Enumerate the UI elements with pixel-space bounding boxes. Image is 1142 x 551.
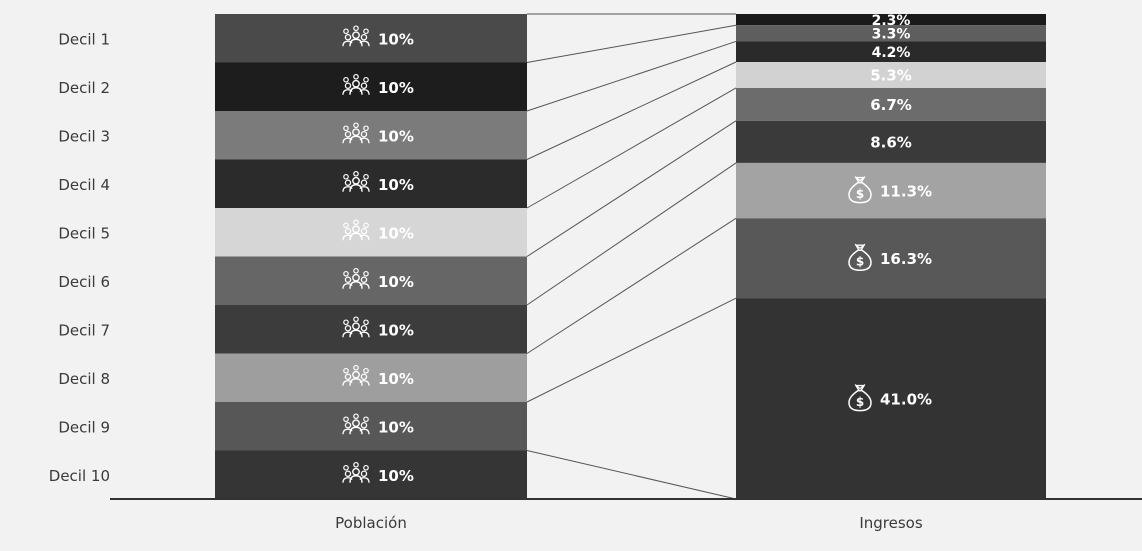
decile-label: Decil 1 <box>58 30 110 48</box>
data-label-ingresos: 5.3% <box>870 67 912 85</box>
decile-label: Decil 10 <box>49 467 110 485</box>
bar-segment-ingresos-1 <box>736 14 1046 26</box>
connector-line <box>526 120 737 257</box>
category-label-poblacion: Población <box>335 514 407 532</box>
data-label-poblacion: 10% <box>378 321 414 339</box>
data-label-poblacion: 10% <box>378 79 414 97</box>
data-label-ingresos: 2.3% <box>872 13 911 29</box>
data-label-poblacion: 10% <box>378 224 414 242</box>
decile-label: Decil 7 <box>58 321 110 339</box>
bar-segment-poblacion-4 <box>215 159 527 208</box>
data-label-poblacion: 10% <box>378 127 414 145</box>
bar-segment-poblacion-10 <box>215 450 527 499</box>
connector-line <box>526 24 737 63</box>
decile-label: Decil 4 <box>58 176 110 194</box>
connector-line <box>526 87 737 209</box>
connector-line <box>526 297 737 403</box>
connector-line <box>526 40 737 112</box>
data-label-poblacion: 10% <box>378 467 414 485</box>
bar-segment-ingresos-4 <box>736 62 1046 88</box>
data-label-ingresos: 41.0% <box>880 390 932 408</box>
decile-label: Decil 8 <box>58 370 110 388</box>
bar-segment-poblacion-2 <box>215 62 527 111</box>
bar-segment-ingresos-2 <box>736 25 1046 42</box>
bar-segment-poblacion-8 <box>215 353 527 402</box>
connector-line <box>526 217 737 354</box>
data-label-ingresos: 11.3% <box>880 182 932 200</box>
bar-segment-poblacion-9 <box>215 402 527 451</box>
decile-label: Decil 6 <box>58 273 110 291</box>
bar-segment-ingresos-9 <box>736 298 1046 499</box>
data-label-ingresos: 8.6% <box>870 134 912 152</box>
data-label-ingresos: 6.7% <box>870 96 912 114</box>
data-label-poblacion: 10% <box>378 176 414 194</box>
decile-label: Decil 2 <box>58 79 110 97</box>
bar-segment-ingresos-3 <box>736 41 1046 63</box>
decile-label: Decil 3 <box>58 127 110 145</box>
data-label-poblacion: 10% <box>378 418 414 436</box>
bar-segment-ingresos-6 <box>736 120 1046 163</box>
connector-line <box>526 450 737 500</box>
decile-label: Decil 5 <box>58 224 110 242</box>
bar-segment-ingresos-7 <box>736 162 1046 219</box>
decile-label: Decil 9 <box>58 418 110 436</box>
bar-segment-poblacion-5 <box>215 208 527 257</box>
category-label-ingresos: Ingresos <box>859 514 923 532</box>
data-label-ingresos: 4.2% <box>872 45 911 61</box>
data-label-ingresos: 16.3% <box>880 250 932 268</box>
connector-line <box>526 61 737 160</box>
connector-line <box>526 162 737 306</box>
bar-segment-poblacion-1 <box>215 14 527 63</box>
data-label-ingresos: 3.3% <box>872 27 911 43</box>
data-label-poblacion: 10% <box>378 30 414 48</box>
bar-segment-poblacion-3 <box>215 111 527 160</box>
bar-segment-ingresos-5 <box>736 87 1046 121</box>
bar-segment-poblacion-6 <box>215 256 527 305</box>
bar-segment-ingresos-8 <box>736 218 1046 299</box>
data-label-poblacion: 10% <box>378 370 414 388</box>
data-label-poblacion: 10% <box>378 273 414 291</box>
bar-segment-poblacion-7 <box>215 305 527 354</box>
